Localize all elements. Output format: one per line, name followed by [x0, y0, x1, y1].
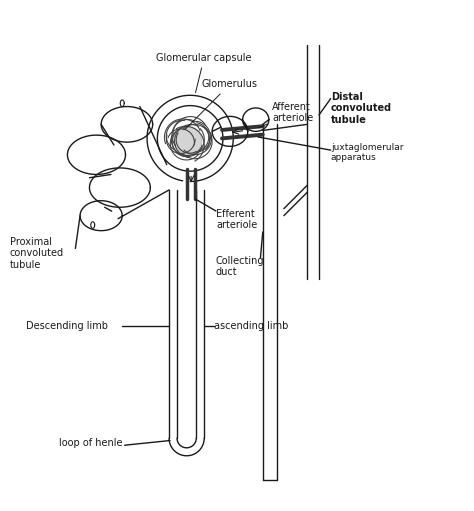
- Text: Proximal
convoluted
tubule: Proximal convoluted tubule: [10, 237, 64, 270]
- Text: Glomerulus: Glomerulus: [185, 79, 258, 129]
- Text: Descending limb: Descending limb: [26, 321, 108, 331]
- Text: Efferent
arteriole: Efferent arteriole: [216, 208, 257, 230]
- Text: juxtaglomerular
apparatus: juxtaglomerular apparatus: [331, 143, 403, 162]
- Text: Glomerular capsule: Glomerular capsule: [156, 53, 252, 92]
- Text: loop of henle: loop of henle: [59, 438, 122, 448]
- Text: Distal
convoluted
tubule: Distal convoluted tubule: [331, 91, 392, 125]
- Text: Afferent
arteriole: Afferent arteriole: [258, 102, 313, 128]
- Circle shape: [174, 127, 202, 155]
- Text: ascending limb: ascending limb: [214, 321, 288, 331]
- Text: Collecting
duct: Collecting duct: [216, 256, 264, 277]
